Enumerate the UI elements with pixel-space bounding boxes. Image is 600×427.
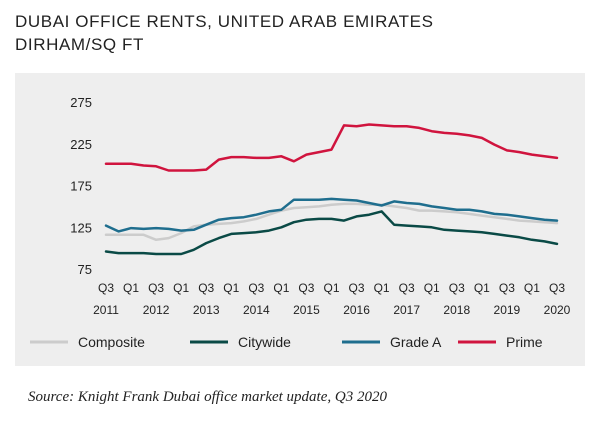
x-tick-label-q3-2016: Q3 (349, 281, 365, 295)
x-year-label-2012: 2012 (143, 303, 170, 317)
y-tick-label-75: 75 (78, 262, 92, 277)
y-tick-label-125: 125 (70, 220, 92, 235)
x-tick-label-q1-2013: Q1 (173, 281, 189, 295)
x-year-label-2018: 2018 (443, 303, 470, 317)
x-tick-label-q3-2015: Q3 (298, 281, 314, 295)
y-tick-label-225: 225 (70, 137, 92, 152)
x-tick-label-q3-2019: Q3 (499, 281, 515, 295)
source-note: Source: Knight Frank Dubai office market… (28, 389, 387, 405)
series-line-prime (104, 123, 559, 172)
x-tick-label-q3-2014: Q3 (248, 281, 264, 295)
x-tick-label-q1-2014: Q1 (223, 281, 239, 295)
x-tick-label-q3-2017: Q3 (399, 281, 415, 295)
x-tick-label-q1-2020: Q1 (524, 281, 540, 295)
x-year-label-2020: 2020 (544, 303, 571, 317)
series-line-citywide (104, 210, 559, 256)
legend-label-citywide: Citywide (238, 334, 291, 350)
chart-title: DUBAI OFFICE RENTS, UNITED ARAB EMIRATES… (15, 10, 434, 56)
chart-title-line-2: DIRHAM/SQ FT (15, 35, 145, 54)
x-year-label-2016: 2016 (343, 303, 370, 317)
x-year-label-2015: 2015 (293, 303, 320, 317)
x-tick-label-q1-2015: Q1 (273, 281, 289, 295)
x-year-label-2011: 2011 (93, 303, 119, 317)
legend-label-grade-a: Grade A (390, 334, 442, 350)
x-tick-label-q3-2013: Q3 (198, 281, 214, 295)
x-tick-label-q3-2012: Q3 (148, 281, 164, 295)
x-tick-label-q3-2020: Q3 (549, 281, 565, 295)
x-tick-label-q3-2018: Q3 (449, 281, 465, 295)
x-year-label-2019: 2019 (494, 303, 521, 317)
y-tick-label-175: 175 (70, 179, 92, 194)
x-tick-label-q1-2012: Q1 (123, 281, 139, 295)
x-tick-label-q3-2011: Q3 (98, 281, 114, 295)
legend-label-prime: Prime (506, 334, 543, 350)
x-year-label-2013: 2013 (193, 303, 220, 317)
x-tick-label-q1-2019: Q1 (474, 281, 490, 295)
series-line-composite (104, 202, 559, 242)
legend-label-composite: Composite (78, 334, 145, 350)
chart-panel (15, 73, 585, 366)
chart-title-line-1: DUBAI OFFICE RENTS, UNITED ARAB EMIRATES (15, 12, 434, 31)
series-line-grade-a (104, 197, 559, 233)
x-year-label-2017: 2017 (393, 303, 420, 317)
x-tick-label-q1-2016: Q1 (323, 281, 339, 295)
x-tick-label-q1-2017: Q1 (374, 281, 390, 295)
x-tick-label-q1-2018: Q1 (424, 281, 440, 295)
y-tick-label-275: 275 (70, 95, 92, 110)
x-year-label-2014: 2014 (243, 303, 270, 317)
